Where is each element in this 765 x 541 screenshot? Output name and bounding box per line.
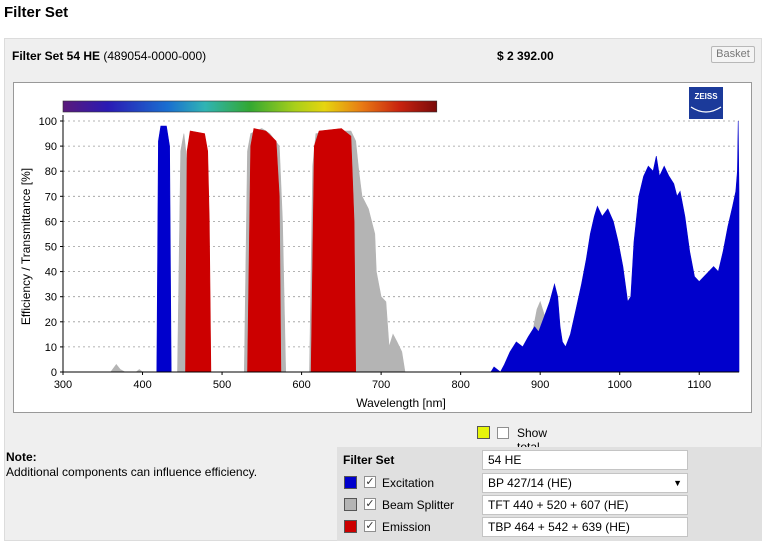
product-code: (489054-0000-000) [103, 49, 207, 63]
component-row-excitation: ✓ Excitation BP 427/14 (HE) ▼ [337, 472, 762, 494]
x-tick-label: 700 [372, 379, 390, 391]
excitation-select[interactable]: BP 427/14 (HE) ▼ [482, 473, 688, 493]
excitation-checkbox[interactable]: ✓ [364, 476, 376, 488]
x-tick-label: 400 [133, 379, 151, 391]
page-title: Filter Set [4, 4, 69, 21]
x-tick-label: 800 [451, 379, 469, 391]
y-tick-label: 30 [45, 292, 57, 304]
x-tick-label: 300 [54, 379, 72, 391]
chevron-down-icon: ▼ [673, 478, 682, 488]
y-tick-label: 50 [45, 242, 57, 254]
note-text: Additional components can influence effi… [6, 465, 258, 479]
x-tick-label: 1100 [687, 379, 711, 391]
excitation-value: BP 427/14 (HE) [488, 476, 572, 490]
component-row-beam-splitter: ✓ Beam Splitter TFT 440 + 520 + 607 (HE) [337, 494, 762, 516]
product-title: Filter Set 54 HE [12, 49, 101, 63]
emission-field[interactable]: TBP 464 + 542 + 639 (HE) [482, 517, 688, 537]
y-tick-label: 100 [39, 116, 57, 128]
zeiss-logo-text: ZEISS [694, 92, 718, 101]
spectrum-chart: 0 10 20 30 40 50 60 70 80 90 100 300 400 500 600 700 800… [13, 82, 752, 413]
zeiss-logo: ZEISS [689, 87, 723, 119]
chart-svg: 0 10 20 30 40 50 60 70 80 90 100 300 400 500 600 700 800… [19, 87, 740, 410]
product-header: Filter Set 54 HE (489054-0000-000) $ 2 3… [4, 38, 762, 70]
product-name: Filter Set 54 HE (489054-0000-000) [12, 49, 206, 63]
chart-axes: 0 10 20 30 40 50 60 70 80 90 100 300 400 500 600 700 800… [39, 115, 739, 391]
series-excitation [156, 120, 740, 373]
note-title: Note: [6, 450, 37, 464]
excitation-swatch [344, 476, 357, 489]
product-price: $ 2 392.00 [497, 49, 554, 63]
y-tick-label: 40 [45, 267, 57, 279]
beam-splitter-checkbox[interactable]: ✓ [364, 498, 376, 510]
beam-splitter-field[interactable]: TFT 440 + 520 + 607 (HE) [482, 495, 688, 515]
x-tick-label: 500 [213, 379, 231, 391]
series-emission [185, 128, 357, 373]
emission-label: Emission [382, 520, 431, 534]
beam-splitter-swatch [344, 498, 357, 511]
filter-set-label: Filter Set [343, 453, 395, 467]
chart-areas [110, 120, 740, 373]
beam-splitter-label: Beam Splitter [382, 498, 455, 512]
y-tick-label: 90 [45, 141, 57, 153]
emission-checkbox[interactable]: ✓ [364, 520, 376, 532]
total-efficiency-swatch [477, 426, 490, 439]
filter-set-field[interactable]: 54 HE [482, 450, 688, 470]
y-tick-label: 0 [51, 367, 57, 379]
x-tick-label: 600 [292, 379, 310, 391]
y-axis-label: Efficiency / Transmittance [%] [19, 168, 33, 325]
basket-button[interactable]: Basket [711, 46, 755, 63]
component-row-emission: ✓ Emission TBP 464 + 542 + 639 (HE) [337, 516, 762, 538]
y-tick-label: 70 [45, 191, 57, 203]
x-tick-label: 1000 [607, 379, 631, 391]
emission-swatch [344, 520, 357, 533]
spectrum-color-bar [62, 100, 438, 113]
filter-set-legend: Filter Set 54 HE ✓ Excitation BP 427/14 … [337, 447, 762, 541]
filter-set-row: Filter Set 54 HE [337, 449, 762, 471]
y-tick-label: 20 [45, 317, 57, 329]
x-tick-label: 900 [531, 379, 549, 391]
excitation-label: Excitation [382, 476, 435, 490]
x-axis-label: Wavelength [nm] [356, 396, 446, 410]
y-tick-label: 10 [45, 342, 57, 354]
show-total-efficiency-checkbox[interactable] [497, 427, 509, 439]
y-tick-label: 80 [45, 166, 57, 178]
y-tick-label: 60 [45, 216, 57, 228]
